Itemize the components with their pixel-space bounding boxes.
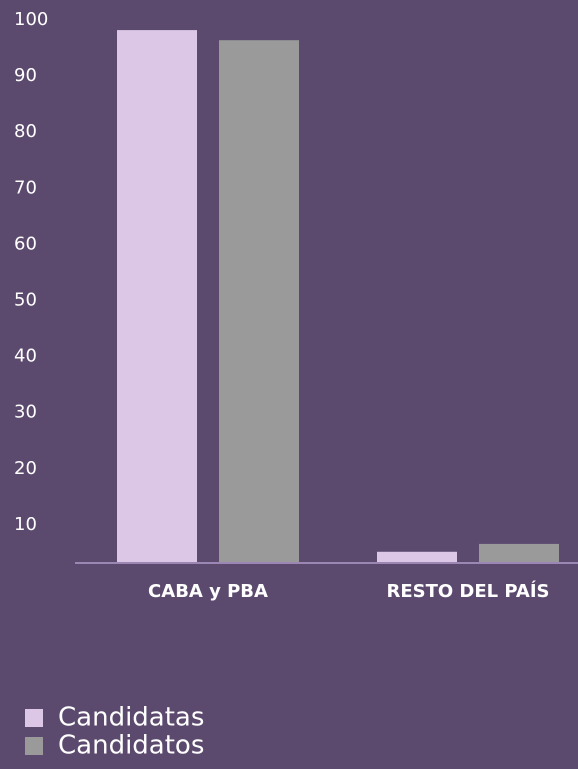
- y-tick-label: 80: [14, 121, 37, 142]
- bar: [219, 40, 299, 563]
- y-tick-label: 40: [14, 346, 37, 367]
- y-tick-label: 100: [14, 9, 48, 30]
- x-tick-label: RESTO DEL PAÍS: [386, 580, 549, 602]
- x-tick-label: CABA y PBA: [148, 581, 268, 602]
- legend-swatch: [25, 709, 43, 727]
- bar: [117, 30, 197, 563]
- bar: [479, 543, 559, 563]
- y-tick-label: 50: [14, 289, 37, 310]
- legend-label: Candidatos: [58, 731, 204, 761]
- y-tick-label: 20: [14, 458, 37, 479]
- y-tick-label: 30: [14, 402, 37, 423]
- legend-label: Candidatas: [58, 703, 204, 733]
- bar: [377, 551, 457, 563]
- y-tick-label: 10: [14, 514, 37, 535]
- y-tick-label: 70: [14, 177, 37, 198]
- y-tick-label: 60: [14, 233, 37, 254]
- y-tick-label: 90: [14, 65, 37, 86]
- legend-swatch: [25, 737, 43, 755]
